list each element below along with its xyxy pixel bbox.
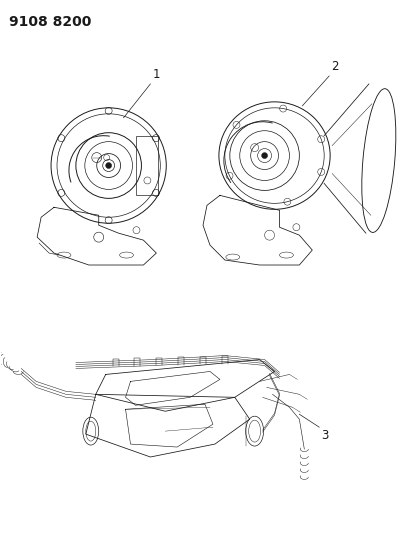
- Text: 2: 2: [330, 60, 338, 73]
- Text: 3: 3: [320, 429, 328, 442]
- Text: 9108 8200: 9108 8200: [9, 15, 92, 29]
- Text: 1: 1: [152, 68, 160, 81]
- Circle shape: [106, 163, 111, 168]
- Circle shape: [261, 152, 267, 158]
